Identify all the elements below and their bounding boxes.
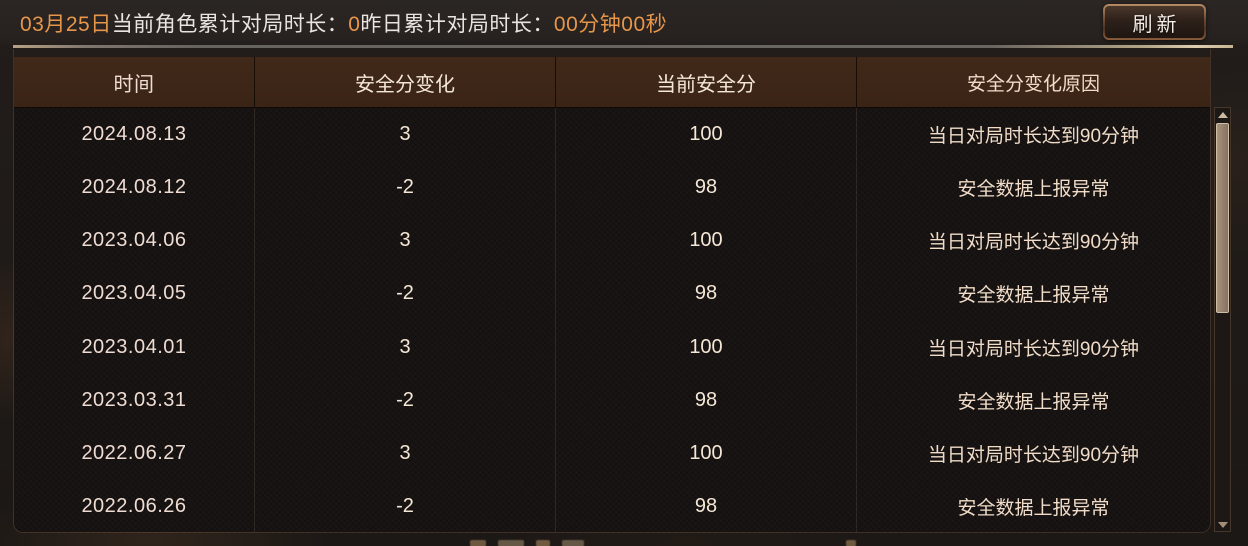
- top-bar: 03月25日当前角色累计对局时长：0昨日累计对局时长：00分钟00秒 刷新: [0, 0, 1248, 45]
- cell-date: 2023.03.31: [14, 373, 255, 427]
- security-score-table: 时间 安全分变化 当前安全分 安全分变化原因 2024.08.13 3 100 …: [13, 49, 1211, 533]
- refresh-button-face: 刷新: [1105, 6, 1204, 38]
- column-header-reason: 安全分变化原因: [966, 73, 1100, 95]
- cell-reason: 安全数据上报异常: [957, 391, 1110, 413]
- yesterday-playtime-value: 00分钟00秒: [553, 12, 668, 36]
- table-scrollbar[interactable]: [1214, 107, 1231, 532]
- cell-score: 100: [556, 320, 857, 374]
- cell-reason: 当日对局时长达到90分钟: [927, 444, 1140, 466]
- cell-reason: 当日对局时长达到90分钟: [927, 338, 1140, 360]
- cell-date: 2023.04.05: [14, 267, 255, 321]
- current-date: 03月25日: [20, 12, 112, 36]
- cell-change: 3: [255, 320, 556, 374]
- cell-change: 3: [255, 108, 556, 162]
- table-row: 2022.06.26 -2 98 安全数据上报异常: [14, 479, 1210, 532]
- column-header-change: 安全分变化: [255, 57, 556, 107]
- table-row: 2023.03.31 -2 98 安全数据上报异常: [14, 373, 1210, 427]
- table-body: 2024.08.13 3 100 当日对局时长达到90分钟 2024.08.12…: [14, 108, 1210, 532]
- table-row: 2023.04.01 3 100 当日对局时长达到90分钟: [14, 320, 1210, 374]
- column-header-time: 时间: [14, 57, 255, 107]
- cell-change: -2: [255, 479, 556, 532]
- cell-score: 100: [556, 426, 857, 480]
- column-header-score: 当前安全分: [556, 57, 857, 107]
- clipped-bottom-text: [470, 540, 868, 546]
- cell-change: -2: [255, 267, 556, 321]
- cell-change: 3: [255, 214, 556, 268]
- today-playtime-label: 当前角色累计对局时长：: [111, 12, 349, 36]
- cell-date: 2022.06.27: [14, 426, 255, 480]
- refresh-button-label: 刷新: [1132, 13, 1181, 36]
- cell-reason: 当日对局时长达到90分钟: [927, 126, 1140, 148]
- cell-score: 98: [556, 267, 857, 321]
- cell-score: 98: [556, 373, 857, 427]
- cell-date: 2023.04.01: [14, 320, 255, 374]
- cell-score: 98: [556, 161, 857, 215]
- cell-change: -2: [255, 161, 556, 215]
- cell-change: -2: [255, 373, 556, 427]
- scrollbar-thumb[interactable]: [1216, 123, 1229, 313]
- cell-reason: 当日对局时长达到90分钟: [927, 232, 1140, 254]
- scroll-up-button[interactable]: [1215, 108, 1230, 121]
- cell-date: 2023.04.06: [14, 214, 255, 268]
- table-row: 2023.04.06 3 100 当日对局时长达到90分钟: [14, 214, 1210, 268]
- table-row: 2024.08.13 3 100 当日对局时长达到90分钟: [14, 108, 1210, 162]
- playtime-summary: 03月25日当前角色累计对局时长：0昨日累计对局时长：00分钟00秒: [20, 8, 667, 38]
- arrow-up-icon: [1217, 111, 1228, 118]
- refresh-button[interactable]: 刷新: [1103, 4, 1206, 40]
- cell-change: 3: [255, 426, 556, 480]
- today-playtime-value: 0: [348, 12, 361, 36]
- panel-top-border: [13, 45, 1233, 48]
- table-row: 2024.08.12 -2 98 安全数据上报异常: [14, 161, 1210, 215]
- cell-score: 98: [556, 479, 857, 532]
- cell-date: 2022.06.26: [14, 479, 255, 532]
- cell-reason: 安全数据上报异常: [957, 497, 1110, 519]
- cell-date: 2024.08.13: [14, 108, 255, 162]
- table-row: 2022.06.27 3 100 当日对局时长达到90分钟: [14, 426, 1210, 480]
- arrow-down-icon: [1217, 521, 1228, 528]
- scroll-down-button[interactable]: [1215, 518, 1230, 531]
- cell-date: 2024.08.12: [14, 161, 255, 215]
- cell-score: 100: [556, 214, 857, 268]
- cell-score: 100: [556, 108, 857, 162]
- table-row: 2023.04.05 -2 98 安全数据上报异常: [14, 267, 1210, 321]
- cell-reason: 安全数据上报异常: [957, 285, 1110, 307]
- table-header: 时间 安全分变化 当前安全分 安全分变化原因: [14, 57, 1210, 108]
- yesterday-playtime-label: 昨日累计对局时长：: [360, 12, 554, 36]
- cell-reason: 安全数据上报异常: [957, 179, 1110, 201]
